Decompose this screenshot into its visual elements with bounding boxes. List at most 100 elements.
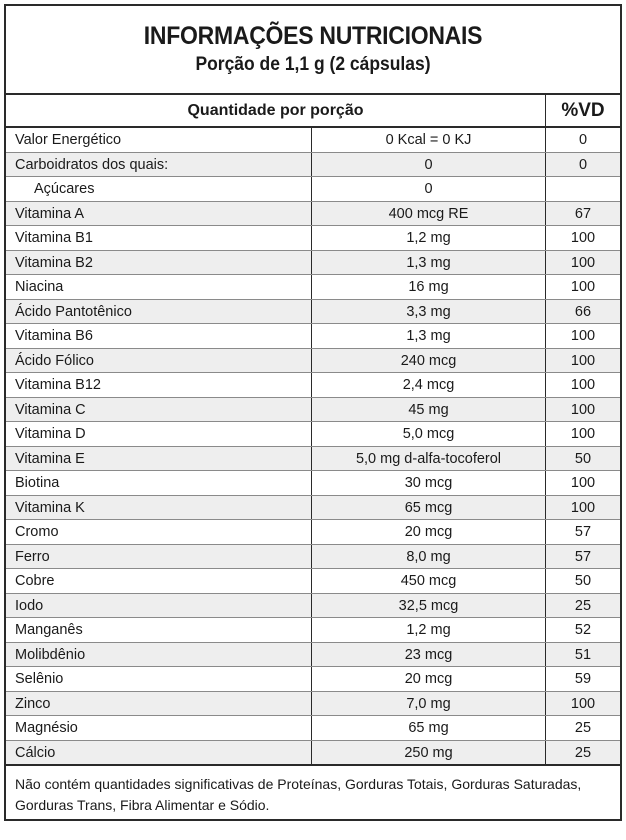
table-row: Vitamina D 5,0 mcg 100: [6, 422, 620, 447]
nutrient-vd: 100: [570, 401, 596, 418]
nutrient-amount: 5,0 mcg: [312, 422, 546, 446]
nutrient-vd: 100: [570, 499, 596, 516]
nutrient-name: Ferro: [6, 544, 312, 568]
table-row: Selênio 20 mcg 59: [6, 667, 620, 692]
nutrient-name: Vitamina B6: [6, 324, 312, 348]
nutrient-amount: 7,0 mg: [312, 691, 546, 715]
nutrient-vd: 57: [574, 524, 592, 540]
table-row: Açúcares 0: [6, 177, 620, 202]
nutrient-name: Vitamina B2: [6, 250, 312, 274]
nutrient-vd: 100: [570, 377, 596, 393]
table-row: Cobre 450 mcg 50: [6, 569, 620, 594]
label-title: INFORMAÇÕES NUTRICIONAIS: [143, 22, 483, 50]
nutrient-name: Ácido Fólico: [6, 348, 312, 372]
table-row: Biotina 30 mcg 100: [6, 471, 620, 496]
nutrient-vd: 100: [570, 328, 596, 344]
nutrient-vd: 25: [574, 597, 592, 614]
nutrient-vd: 25: [574, 720, 592, 736]
nutrient-amount: 45 mg: [312, 397, 546, 421]
nutrient-vd: 25: [574, 744, 592, 761]
nutrient-amount: 5,0 mg d-alfa-tocoferol: [312, 446, 546, 470]
nutrient-name: Vitamina C: [6, 397, 312, 421]
nutrient-amount: 65 mcg: [312, 495, 546, 519]
nutrient-name: Selênio: [6, 667, 312, 691]
table-row: Ácido Fólico 240 mcg 100: [6, 348, 620, 373]
nutrient-amount: 30 mcg: [312, 471, 546, 495]
table-row: Vitamina C 45 mg 100: [6, 397, 620, 422]
table-row: Vitamina E 5,0 mg d-alfa-tocoferol 50: [6, 446, 620, 471]
table-row: Vitamina B12 2,4 mcg 100: [6, 373, 620, 398]
nutrient-amount: 1,3 mg: [312, 324, 546, 348]
nutrient-name: Vitamina E: [6, 446, 312, 470]
nutrient-vd: 50: [574, 450, 592, 467]
nutrient-name: Cobre: [6, 569, 312, 593]
table-row: Vitamina A 400 mcg RE 67: [6, 201, 620, 226]
nutrient-amount: 20 mcg: [312, 667, 546, 691]
nutrient-vd: 0: [578, 156, 588, 173]
nutrient-name: Vitamina K: [6, 495, 312, 519]
nutrient-name: Niacina: [6, 275, 312, 299]
nutrient-name: Manganês: [6, 618, 312, 642]
nutrient-name: Açúcares: [6, 177, 312, 201]
nutrient-vd: 50: [574, 573, 592, 589]
nutrient-vd: 100: [570, 254, 596, 271]
nutrient-name: Iodo: [6, 593, 312, 617]
table-row: Valor Energético 0 Kcal = 0 KJ 0: [6, 128, 620, 153]
nutrient-name: Cálcio: [6, 740, 312, 764]
nutrient-amount: 1,2 mg: [312, 618, 546, 642]
column-header-vd: %VD: [561, 100, 605, 121]
footer-note: Não contém quantidades significativas de…: [15, 775, 582, 813]
table-row: Manganês 1,2 mg 52: [6, 618, 620, 643]
nutrient-name: Molibdênio: [6, 642, 312, 666]
nutrient-vd: 66: [574, 303, 592, 320]
table-row: Zinco 7,0 mg 100: [6, 691, 620, 716]
nutrient-vd: 59: [574, 671, 592, 687]
nutrient-amount: 1,2 mg: [312, 226, 546, 250]
nutrient-vd: [546, 177, 620, 201]
nutrient-amount: 2,4 mcg: [312, 373, 546, 397]
nutrient-amount: 23 mcg: [312, 642, 546, 666]
nutrient-amount: 65 mg: [312, 716, 546, 740]
table-row: Cromo 20 mcg 57: [6, 520, 620, 545]
nutrient-amount: 20 mcg: [312, 520, 546, 544]
nutrient-amount: 3,3 mg: [312, 299, 546, 323]
table-row: Ácido Pantotênico 3,3 mg 66: [6, 299, 620, 324]
nutrient-vd: 100: [570, 426, 596, 442]
table-row: Vitamina K 65 mcg 100: [6, 495, 620, 520]
nutrient-vd: 67: [574, 205, 592, 222]
nutrient-amount: 450 mcg: [312, 569, 546, 593]
nutrient-table: Valor Energético 0 Kcal = 0 KJ 0 Carboidrat…: [6, 128, 620, 766]
nutrient-amount: 32,5 mcg: [312, 593, 546, 617]
nutrient-vd: 51: [574, 646, 592, 663]
nutrient-name: Cromo: [6, 520, 312, 544]
nutrient-amount: 400 mcg RE: [312, 201, 546, 225]
nutrient-name: Vitamina D: [6, 422, 312, 446]
table-row: Vitamina B2 1,3 mg 100: [6, 250, 620, 275]
nutrient-name: Vitamina B1: [6, 226, 312, 250]
table-row: Carboidratos dos quais: 0 0: [6, 152, 620, 177]
nutrient-name: Magnésio: [6, 716, 312, 740]
nutrient-vd: 100: [570, 475, 596, 491]
nutrient-name: Vitamina B12: [6, 373, 312, 397]
table-row: Vitamina B6 1,3 mg 100: [6, 324, 620, 349]
nutrient-amount: 8,0 mg: [312, 544, 546, 568]
column-header-quantity: Quantidade por porção: [6, 95, 546, 126]
nutrient-amount: 250 mg: [312, 740, 546, 764]
nutrient-name: Valor Energético: [6, 128, 312, 152]
table-row: Molibdênio 23 mcg 51: [6, 642, 620, 667]
nutrient-amount: 0: [312, 177, 546, 201]
column-header-row: Quantidade por porção %VD: [6, 95, 620, 128]
nutrient-vd: 0: [578, 132, 588, 148]
nutrient-vd: 100: [570, 279, 596, 295]
nutrient-name: Vitamina A: [6, 201, 312, 225]
nutrient-amount: 0 Kcal = 0 KJ: [312, 128, 546, 152]
nutrient-vd: 100: [570, 352, 596, 369]
nutrient-vd: 100: [570, 695, 596, 712]
nutrient-name: Zinco: [6, 691, 312, 715]
nutrient-name: Biotina: [6, 471, 312, 495]
nutrient-vd: 100: [570, 230, 596, 246]
table-row: Magnésio 65 mg 25: [6, 716, 620, 741]
serving-size: Porção de 1,1 g (2 cápsulas): [195, 54, 431, 75]
nutrient-amount: 16 mg: [312, 275, 546, 299]
table-row: Vitamina B1 1,2 mg 100: [6, 226, 620, 251]
